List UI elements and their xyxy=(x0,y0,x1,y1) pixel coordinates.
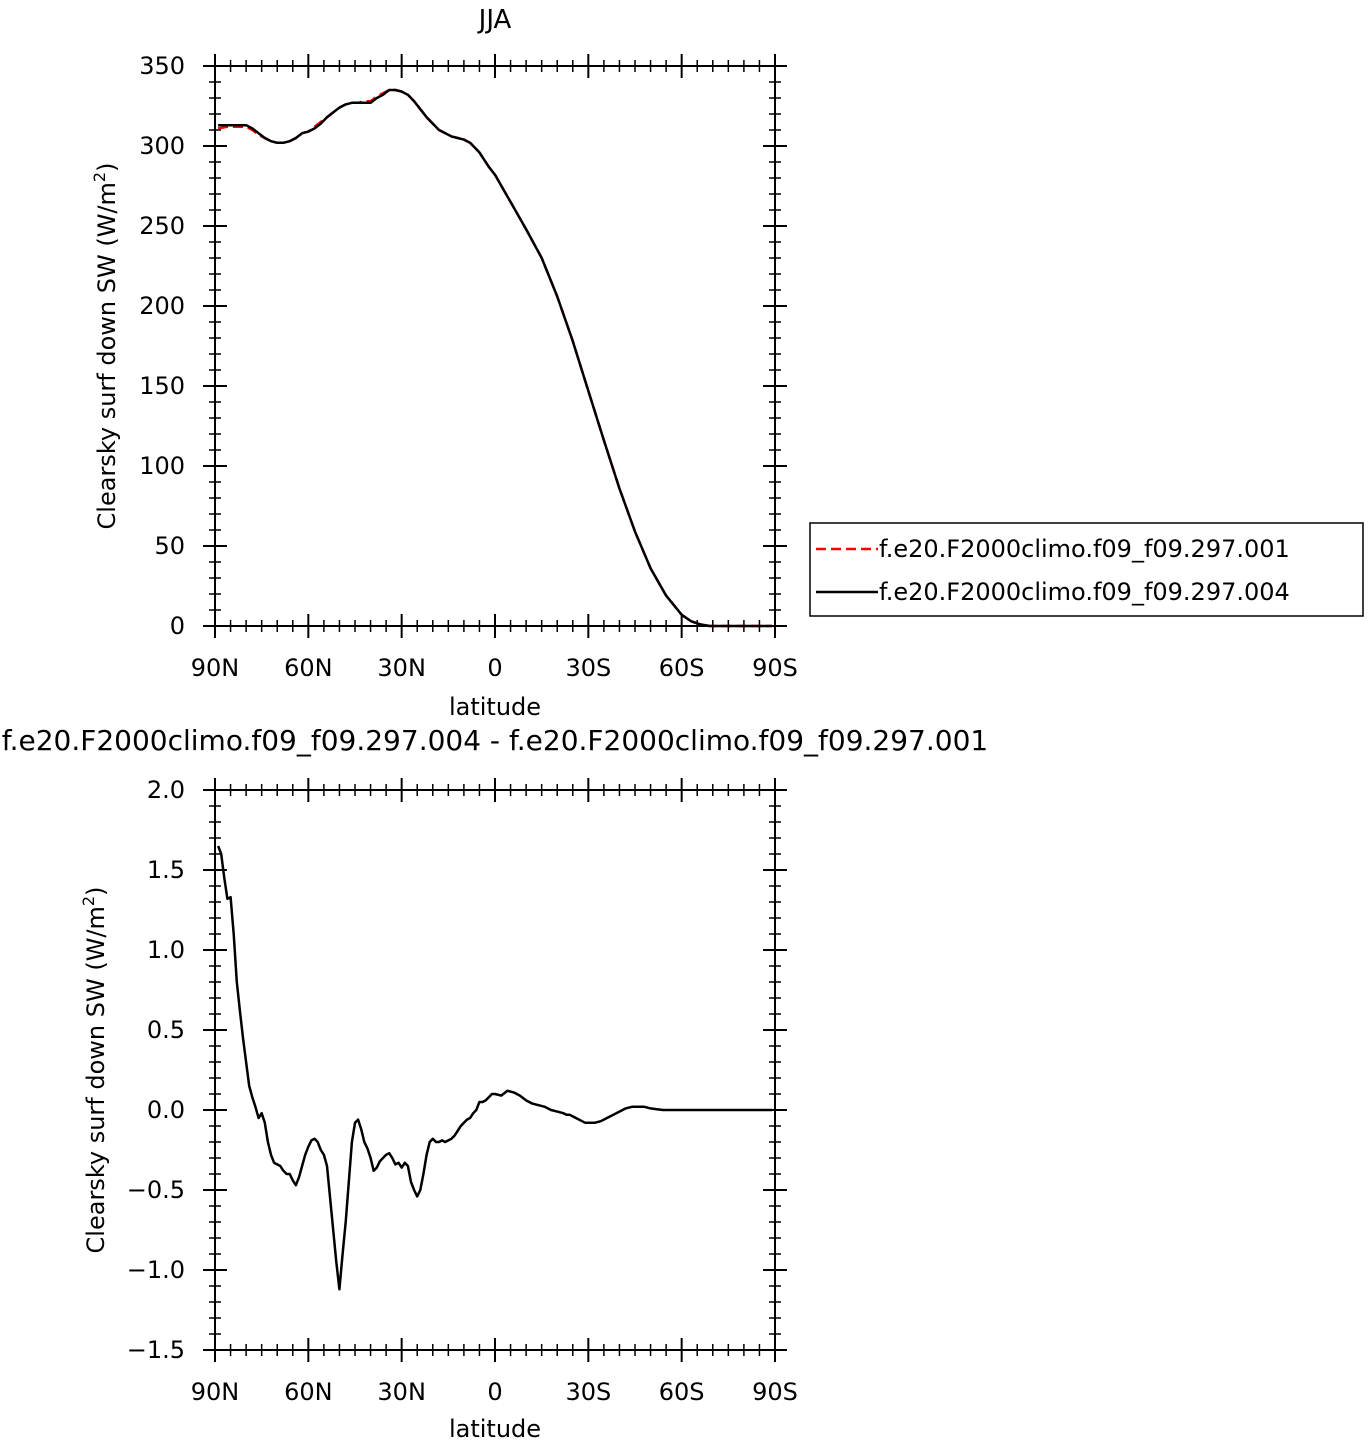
legend-box xyxy=(809,522,1364,617)
y-axis-title: Clearsky surf down SW (W/m2) xyxy=(79,887,110,1254)
series-line-0 xyxy=(216,845,772,1291)
legend-label-series-001: f.e20.F2000climo.f09_f09.297.001 xyxy=(879,535,1290,563)
y-axis-title-main: Clearsky surf down SW (W/m xyxy=(93,182,121,529)
x-tick-label: 30N xyxy=(377,654,426,682)
x-tick-label: 30S xyxy=(565,654,611,682)
y-tick-label: 0.5 xyxy=(147,1016,185,1044)
y-tick-label: 100 xyxy=(139,452,185,480)
y-axis-title-main: Clearsky surf down SW (W/m xyxy=(82,906,110,1253)
series-line-1 xyxy=(218,88,772,628)
y-tick-label: 2.0 xyxy=(147,776,185,804)
bottom-chart-ylabel: Clearsky surf down SW (W/m2) xyxy=(79,887,110,1254)
x-tick-label: 90N xyxy=(191,1378,240,1406)
bottom-chart: f.e20.F2000climo.f09_f09.297.004 - f.e20… xyxy=(2,724,988,1443)
x-tick-label: 60N xyxy=(284,654,333,682)
bottom-chart-frame xyxy=(214,789,776,1351)
bottom-chart-title: f.e20.F2000climo.f09_f09.297.004 - f.e20… xyxy=(2,724,988,757)
x-tick-label: 90S xyxy=(752,1378,798,1406)
series-line-0 xyxy=(217,88,772,628)
x-tick-label: 30N xyxy=(377,1378,426,1406)
top-chart-ylabel: Clearsky surf down SW (W/m2) xyxy=(90,163,121,530)
x-tick-label: 60S xyxy=(659,654,705,682)
x-tick-label: 90N xyxy=(191,654,240,682)
y-tick-label: 50 xyxy=(154,532,185,560)
y-tick-label: 0.0 xyxy=(147,1096,185,1124)
bottom-chart-xlabel: latitude xyxy=(449,1415,541,1443)
top-chart-title: JJA xyxy=(477,5,512,35)
y-tick-label: 150 xyxy=(139,372,185,400)
y-tick-label: −1.0 xyxy=(127,1256,185,1284)
x-tick-label: 90S xyxy=(752,654,798,682)
top-chart-frame xyxy=(214,65,776,627)
x-tick-label: 30S xyxy=(565,1378,611,1406)
legend: f.e20.F2000climo.f09_f09.297.001 f.e20.F… xyxy=(809,522,1364,617)
y-axis-title-end: ) xyxy=(93,163,121,172)
top-chart: JJA Clearsky surf down SW (W/m2) latitud… xyxy=(90,5,798,721)
x-tick-label: 60S xyxy=(659,1378,705,1406)
y-tick-label: 0 xyxy=(170,612,185,640)
x-tick-label: 0 xyxy=(487,654,502,682)
y-tick-label: 350 xyxy=(139,52,185,80)
y-tick-label: 1.0 xyxy=(147,936,185,964)
y-tick-label: −1.5 xyxy=(127,1336,185,1364)
y-axis-title-sup: 2 xyxy=(79,896,98,906)
top-chart-xlabel: latitude xyxy=(449,693,541,721)
y-axis-title-sup: 2 xyxy=(90,172,109,182)
y-tick-label: 300 xyxy=(139,132,185,160)
y-tick-label: 200 xyxy=(139,292,185,320)
y-tick-label: 1.5 xyxy=(147,856,185,884)
y-axis-title-end: ) xyxy=(82,887,110,896)
legend-label-series-004: f.e20.F2000climo.f09_f09.297.004 xyxy=(879,578,1290,606)
x-tick-label: 0 xyxy=(487,1378,502,1406)
y-axis-title: Clearsky surf down SW (W/m2) xyxy=(90,163,121,530)
x-tick-label: 60N xyxy=(284,1378,333,1406)
y-tick-label: −0.5 xyxy=(127,1176,185,1204)
y-tick-label: 250 xyxy=(139,212,185,240)
